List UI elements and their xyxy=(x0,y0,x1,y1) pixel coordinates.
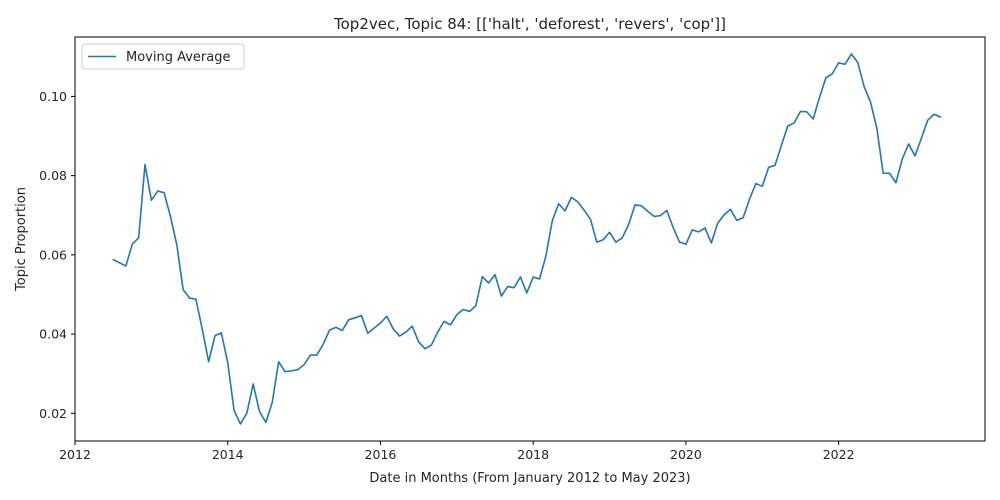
x-tick-label: 2018 xyxy=(517,447,549,462)
x-tick-label: 2022 xyxy=(823,447,855,462)
y-tick-label: 0.04 xyxy=(39,327,67,342)
x-tick-label: 2012 xyxy=(59,447,91,462)
legend-box xyxy=(81,43,245,70)
x-axis-label: Date in Months (From January 2012 to May… xyxy=(369,471,690,486)
y-tick-label: 0.06 xyxy=(39,247,67,262)
y-axis-label: Topic Proportion xyxy=(14,187,29,292)
series-line xyxy=(112,53,942,425)
y-tick-label: 0.02 xyxy=(39,406,67,421)
chart-title: Top2vec, Topic 84: [['halt', 'deforest',… xyxy=(333,15,726,33)
plot-frame xyxy=(74,36,986,442)
plot-area xyxy=(74,36,986,442)
series-layer xyxy=(112,53,942,425)
x-axis: 2012 2014 2016 2018 2020 2022 xyxy=(59,441,855,462)
x-tick-label: 2014 xyxy=(212,447,244,462)
x-tick-label: 2020 xyxy=(670,447,702,462)
y-tick-label: 0.10 xyxy=(39,89,67,104)
legend-label: Moving Average xyxy=(126,50,230,65)
y-axis: 0.02 0.04 0.06 0.08 0.10 xyxy=(39,89,75,421)
y-tick-label: 0.08 xyxy=(39,168,67,183)
legend: Moving Average xyxy=(81,43,245,70)
x-tick-label: 2016 xyxy=(365,447,397,462)
